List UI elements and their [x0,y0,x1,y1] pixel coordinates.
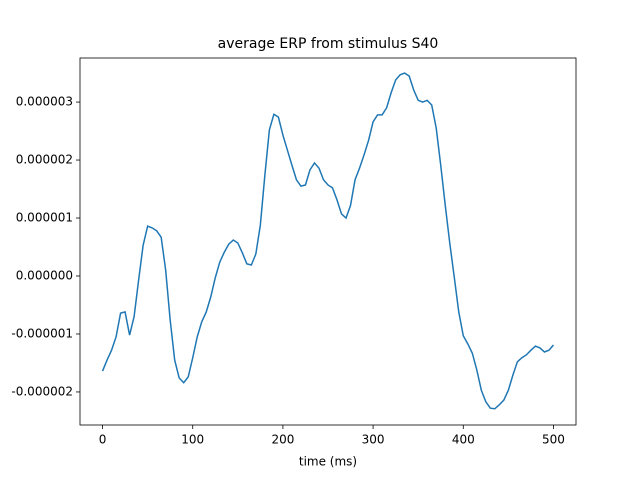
y-tick-label: 0.000002 [16,153,73,167]
chart-title: average ERP from stimulus S40 [218,36,439,52]
plot-frame [79,57,577,426]
y-tick-label: 0.000003 [16,95,73,109]
y-tick-label: -0.000001 [11,326,73,340]
x-axis-label: time (ms) [299,455,357,469]
y-tick-label: 0.000000 [16,268,73,282]
x-tick-label: 300 [362,433,385,447]
x-tick-label: 100 [181,433,204,447]
x-tick-label: 500 [542,433,565,447]
y-tick-label: -0.000002 [11,384,73,398]
x-tick-label: 400 [452,433,475,447]
x-tick-label: 200 [271,433,294,447]
x-tick-label: 0 [99,433,107,447]
data-line [101,72,555,410]
y-tick-label: 0.000001 [16,211,73,225]
